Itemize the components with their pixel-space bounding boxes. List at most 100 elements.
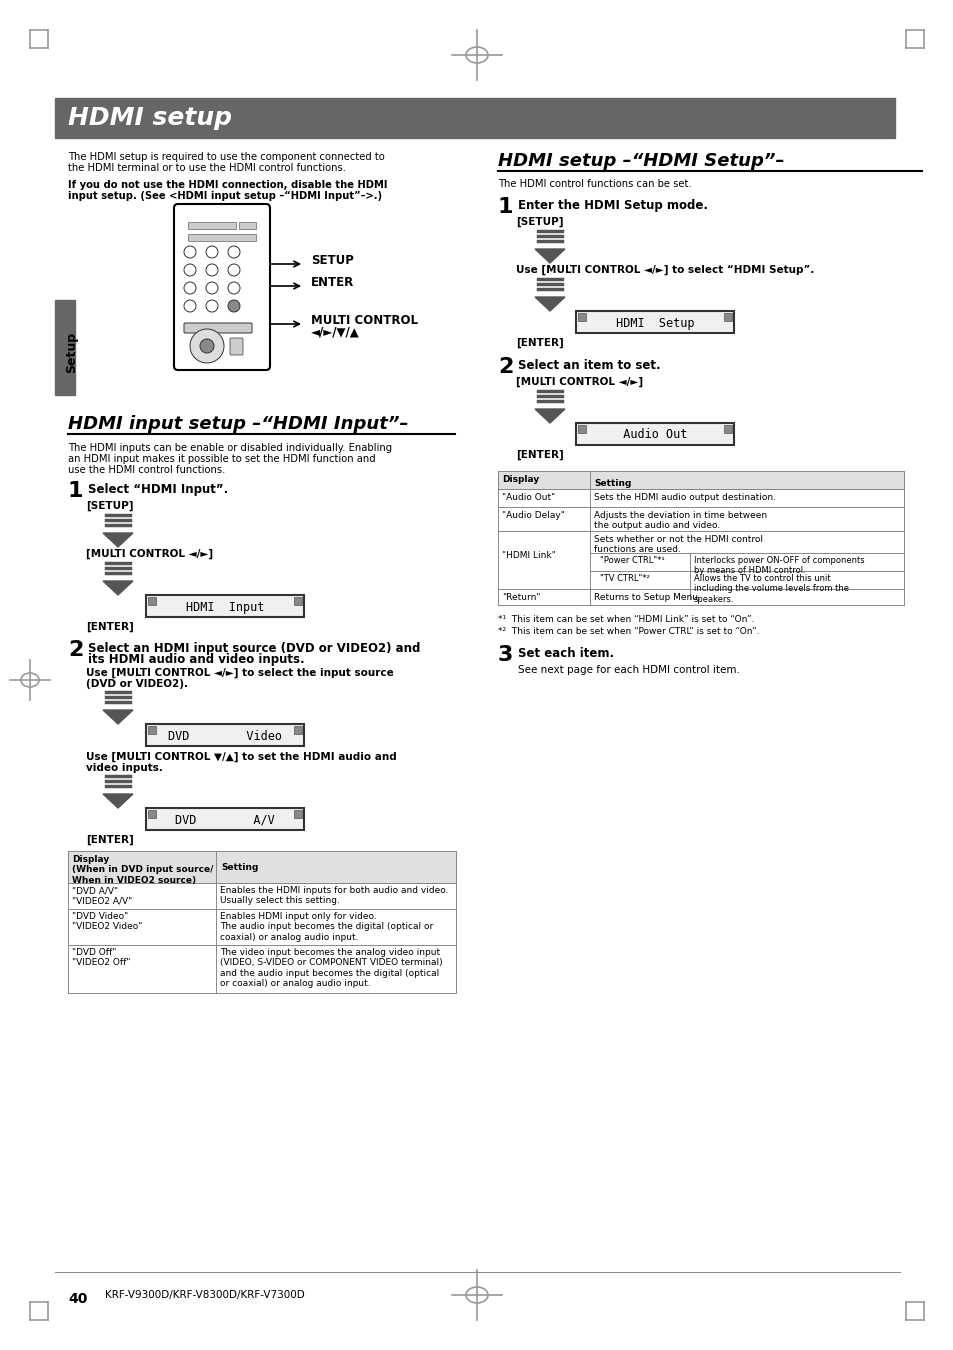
Circle shape <box>200 339 213 352</box>
Text: KRF-V9300D/KRF-V8300D/KRF-V7300D: KRF-V9300D/KRF-V8300D/KRF-V7300D <box>105 1291 304 1300</box>
Bar <box>148 810 156 818</box>
Bar <box>294 810 302 818</box>
Circle shape <box>206 300 218 312</box>
Bar <box>576 423 733 446</box>
Text: "DVD A/V"
"VIDEO2 A/V": "DVD A/V" "VIDEO2 A/V" <box>71 886 132 906</box>
Text: Use [MULTI CONTROL ◄/►] to select “HDMI Setup”.: Use [MULTI CONTROL ◄/►] to select “HDMI … <box>516 265 814 275</box>
Text: "Power CTRL"*¹: "Power CTRL"*¹ <box>599 556 664 566</box>
Text: Use [MULTI CONTROL ▼/▲] to set the HDMI audio and: Use [MULTI CONTROL ▼/▲] to set the HDMI … <box>86 752 396 763</box>
Polygon shape <box>535 409 564 423</box>
Bar <box>148 597 156 605</box>
Polygon shape <box>103 533 132 547</box>
Text: 1: 1 <box>497 197 513 217</box>
Text: "Audio Delay": "Audio Delay" <box>501 512 564 520</box>
Text: [SETUP]: [SETUP] <box>86 501 133 512</box>
Text: See next page for each HDMI control item.: See next page for each HDMI control item… <box>517 666 740 675</box>
Text: Returns to Setup Menu.: Returns to Setup Menu. <box>594 593 700 602</box>
Text: [ENTER]: [ENTER] <box>86 836 133 845</box>
Circle shape <box>228 282 240 294</box>
Text: The video input becomes the analog video input
(VIDEO, S-VIDEO or COMPONENT VIDE: The video input becomes the analog video… <box>220 948 442 988</box>
Text: Select an HDMI input source (DVD or VIDEO2) and: Select an HDMI input source (DVD or VIDE… <box>88 643 420 655</box>
Text: Audio Out: Audio Out <box>608 428 700 441</box>
Polygon shape <box>535 248 564 263</box>
Bar <box>294 597 302 605</box>
Polygon shape <box>103 710 132 724</box>
Text: (DVD or VIDEO2).: (DVD or VIDEO2). <box>86 679 188 688</box>
Bar <box>294 726 302 734</box>
Text: 2: 2 <box>68 640 83 660</box>
Text: Adjusts the deviation in time between
the output audio and video.: Adjusts the deviation in time between th… <box>594 512 766 531</box>
Text: ENTER: ENTER <box>311 277 354 289</box>
Text: HDMI setup: HDMI setup <box>68 107 232 130</box>
Text: If you do not use the HDMI connection, disable the HDMI: If you do not use the HDMI connection, d… <box>68 180 387 190</box>
Text: Setting: Setting <box>221 863 258 872</box>
Bar <box>239 221 255 230</box>
Text: HDMI  Setup: HDMI Setup <box>608 316 700 329</box>
Circle shape <box>228 246 240 258</box>
Circle shape <box>184 300 195 312</box>
Polygon shape <box>103 794 132 809</box>
Text: its HDMI audio and video inputs.: its HDMI audio and video inputs. <box>88 653 304 666</box>
Bar <box>148 726 156 734</box>
Text: Sets the HDMI audio output destination.: Sets the HDMI audio output destination. <box>594 493 775 502</box>
Text: video inputs.: video inputs. <box>86 763 163 774</box>
Circle shape <box>206 265 218 275</box>
Text: "Return": "Return" <box>501 593 540 602</box>
Text: *²  This item can be set when “Power CTRL” is set to “On”.: *² This item can be set when “Power CTRL… <box>497 626 759 636</box>
Bar <box>146 809 304 830</box>
Bar <box>578 313 585 321</box>
Text: ◄/►/▼/▲: ◄/►/▼/▲ <box>311 325 359 339</box>
Text: MULTI CONTROL: MULTI CONTROL <box>311 315 417 328</box>
Text: Use [MULTI CONTROL ◄/►] to select the input source: Use [MULTI CONTROL ◄/►] to select the in… <box>86 668 394 678</box>
Circle shape <box>228 300 240 312</box>
Text: HDMI input setup –“HDMI Input”–: HDMI input setup –“HDMI Input”– <box>68 414 408 433</box>
Text: DVD        Video: DVD Video <box>168 729 282 742</box>
Text: Setting: Setting <box>594 479 631 487</box>
Text: "HDMI Link": "HDMI Link" <box>501 551 556 560</box>
Text: HDMI  Input: HDMI Input <box>186 601 264 613</box>
Text: "TV CTRL"*²: "TV CTRL"*² <box>599 574 649 583</box>
Circle shape <box>228 265 240 275</box>
Text: [ENTER]: [ENTER] <box>86 622 133 632</box>
Text: Display
(When in DVD input source/
When in VIDEO2 source): Display (When in DVD input source/ When … <box>71 855 213 884</box>
Text: the HDMI terminal or to use the HDMI control functions.: the HDMI terminal or to use the HDMI con… <box>68 163 346 173</box>
Text: 1: 1 <box>68 481 84 501</box>
Text: The HDMI inputs can be enable or disabled individually. Enabling: The HDMI inputs can be enable or disable… <box>68 443 392 454</box>
Bar <box>55 300 75 396</box>
Circle shape <box>206 246 218 258</box>
Bar <box>55 99 894 138</box>
Text: 40: 40 <box>68 1292 88 1305</box>
Bar <box>146 724 304 747</box>
Polygon shape <box>535 297 564 310</box>
Text: input setup. (See <HDMI input setup –“HDMI Input”–>.): input setup. (See <HDMI input setup –“HD… <box>68 190 382 201</box>
Bar <box>723 425 731 433</box>
Text: [MULTI CONTROL ◄/►]: [MULTI CONTROL ◄/►] <box>86 549 213 559</box>
Text: 3: 3 <box>497 645 513 666</box>
Text: Enter the HDMI Setup mode.: Enter the HDMI Setup mode. <box>517 198 707 212</box>
Circle shape <box>190 329 224 363</box>
Text: DVD        A/V: DVD A/V <box>175 814 274 826</box>
Text: [ENTER]: [ENTER] <box>516 450 563 460</box>
Polygon shape <box>103 580 132 595</box>
Text: Enables the HDMI inputs for both audio and video.
Usually select this setting.: Enables the HDMI inputs for both audio a… <box>220 886 448 906</box>
Text: Setup: Setup <box>65 332 78 373</box>
FancyBboxPatch shape <box>230 338 243 355</box>
Text: [SETUP]: [SETUP] <box>516 217 563 227</box>
Text: Allows the TV to control this unit
including the volume levels from the
speakers: Allows the TV to control this unit inclu… <box>693 574 848 603</box>
Bar <box>188 234 255 242</box>
Text: "DVD Video"
"VIDEO2 Video": "DVD Video" "VIDEO2 Video" <box>71 913 142 931</box>
Circle shape <box>184 265 195 275</box>
FancyBboxPatch shape <box>184 323 252 333</box>
Text: "Audio Out": "Audio Out" <box>501 493 555 502</box>
Text: an HDMI input makes it possible to set the HDMI function and: an HDMI input makes it possible to set t… <box>68 454 375 464</box>
Text: Set each item.: Set each item. <box>517 647 614 660</box>
Text: Sets whether or not the HDMI control
functions are used.: Sets whether or not the HDMI control fun… <box>594 535 762 555</box>
Text: Enables HDMI input only for video.
The audio input becomes the digital (optical : Enables HDMI input only for video. The a… <box>220 913 433 942</box>
Bar <box>146 595 304 617</box>
Text: 2: 2 <box>497 356 513 377</box>
Circle shape <box>206 282 218 294</box>
Bar <box>723 313 731 321</box>
Text: *¹  This item can be set when “HDMI Link” is set to “On”.: *¹ This item can be set when “HDMI Link”… <box>497 616 754 624</box>
Text: [ENTER]: [ENTER] <box>516 338 563 348</box>
Bar <box>188 221 235 230</box>
